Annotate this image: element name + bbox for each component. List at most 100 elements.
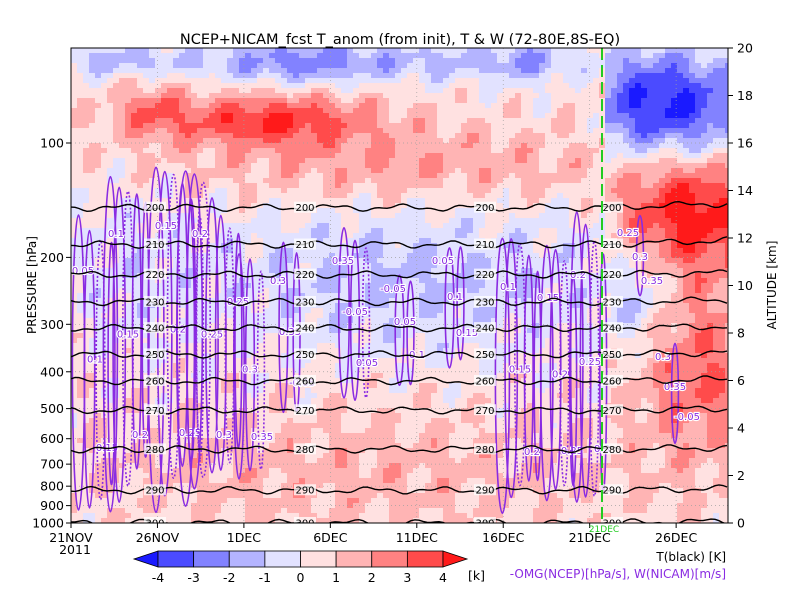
anomaly-cell bbox=[539, 163, 546, 169]
anomaly-cell bbox=[467, 163, 474, 169]
anomaly-cell bbox=[719, 183, 726, 189]
anomaly-cell bbox=[413, 98, 420, 104]
anomaly-cell bbox=[365, 133, 372, 139]
anomaly-cell bbox=[515, 48, 522, 54]
anomaly-cell bbox=[455, 63, 462, 69]
anomaly-cell bbox=[143, 138, 150, 144]
anomaly-cell bbox=[365, 203, 372, 209]
anomaly-cell bbox=[545, 138, 552, 144]
anomaly-cell bbox=[455, 158, 462, 164]
anomaly-cell bbox=[587, 63, 594, 69]
anomaly-cell bbox=[221, 73, 228, 79]
anomaly-cell bbox=[311, 68, 318, 74]
anomaly-cell bbox=[329, 223, 336, 229]
anomaly-cell bbox=[725, 153, 728, 159]
anomaly-cell bbox=[653, 223, 660, 229]
anomaly-cell bbox=[107, 168, 114, 174]
anomaly-cell bbox=[71, 68, 78, 74]
anomaly-cell bbox=[191, 58, 198, 64]
anomaly-cell bbox=[191, 128, 198, 134]
anomaly-cell bbox=[563, 78, 570, 84]
anomaly-cell bbox=[527, 58, 534, 64]
anomaly-cell bbox=[269, 48, 276, 54]
anomaly-cell bbox=[347, 148, 354, 154]
anomaly-cell bbox=[173, 118, 180, 124]
anomaly-cell bbox=[521, 103, 528, 109]
anomaly-cell bbox=[503, 238, 510, 244]
anomaly-cell bbox=[269, 268, 276, 274]
anomaly-cell bbox=[347, 193, 354, 199]
anomaly-cell bbox=[593, 228, 600, 234]
anomaly-cell bbox=[155, 223, 162, 229]
anomaly-cell bbox=[179, 223, 186, 229]
anomaly-cell bbox=[503, 188, 510, 194]
anomaly-cell bbox=[461, 63, 468, 69]
anomaly-cell bbox=[587, 113, 594, 119]
anomaly-cell bbox=[125, 53, 132, 59]
anomaly-cell bbox=[257, 173, 264, 179]
anomaly-cell bbox=[239, 228, 246, 234]
anomaly-cell bbox=[167, 133, 174, 139]
anomaly-cell bbox=[467, 63, 474, 69]
anomaly-cell bbox=[383, 138, 390, 144]
anomaly-cell bbox=[89, 273, 96, 279]
anomaly-cell bbox=[569, 78, 576, 84]
anomaly-cell bbox=[587, 183, 594, 189]
anomaly-cell bbox=[137, 183, 144, 189]
anomaly-cell bbox=[641, 138, 648, 144]
anomaly-cell bbox=[635, 183, 642, 189]
anomaly-cell bbox=[623, 208, 630, 214]
anomaly-cell bbox=[221, 58, 228, 64]
anomaly-cell bbox=[347, 153, 354, 159]
anomaly-cell bbox=[539, 88, 546, 94]
anomaly-cell bbox=[71, 128, 78, 134]
anomaly-cell bbox=[659, 73, 666, 79]
anomaly-cell bbox=[695, 108, 702, 114]
anomaly-cell bbox=[197, 88, 204, 94]
anomaly-cell bbox=[653, 98, 660, 104]
anomaly-cell bbox=[263, 153, 270, 159]
anomaly-cell bbox=[329, 238, 336, 244]
anomaly-cell bbox=[335, 63, 342, 69]
anomaly-cell bbox=[467, 198, 474, 204]
anomaly-cell bbox=[677, 233, 684, 239]
anomaly-cell bbox=[341, 148, 348, 154]
anomaly-cell bbox=[299, 78, 306, 84]
anomaly-cell bbox=[269, 183, 276, 189]
anomaly-cell bbox=[347, 143, 354, 149]
anomaly-cell bbox=[509, 123, 516, 129]
anomaly-cell bbox=[215, 83, 222, 89]
anomaly-cell bbox=[677, 228, 684, 234]
anomaly-cell bbox=[239, 148, 246, 154]
anomaly-cell bbox=[647, 123, 654, 129]
anomaly-cell bbox=[629, 183, 636, 189]
anomaly-cell bbox=[539, 98, 546, 104]
anomaly-cell bbox=[281, 123, 288, 129]
anomaly-cell bbox=[155, 148, 162, 154]
anomaly-cell bbox=[269, 83, 276, 89]
anomaly-cell bbox=[539, 223, 546, 229]
anomaly-cell bbox=[233, 153, 240, 159]
anomaly-cell bbox=[563, 168, 570, 174]
anomaly-cell bbox=[275, 93, 282, 99]
anomaly-cell bbox=[557, 108, 564, 114]
anomaly-cell bbox=[557, 238, 564, 244]
anomaly-cell bbox=[515, 168, 522, 174]
anomaly-cell bbox=[653, 198, 660, 204]
anomaly-cell bbox=[671, 233, 678, 239]
anomaly-cell bbox=[269, 213, 276, 219]
anomaly-cell bbox=[587, 233, 594, 239]
anomaly-cell bbox=[569, 83, 576, 89]
anomaly-cell bbox=[521, 93, 528, 99]
anomaly-cell bbox=[401, 118, 408, 124]
anomaly-cell bbox=[617, 93, 624, 99]
anomaly-cell bbox=[659, 128, 666, 134]
anomaly-cell bbox=[359, 108, 366, 114]
anomaly-cell bbox=[653, 73, 660, 79]
anomaly-cell bbox=[215, 173, 222, 179]
anomaly-cell bbox=[641, 223, 648, 229]
anomaly-cell bbox=[77, 88, 84, 94]
anomaly-cell bbox=[551, 153, 558, 159]
anomaly-cell bbox=[605, 183, 612, 189]
anomaly-cell bbox=[719, 218, 726, 224]
